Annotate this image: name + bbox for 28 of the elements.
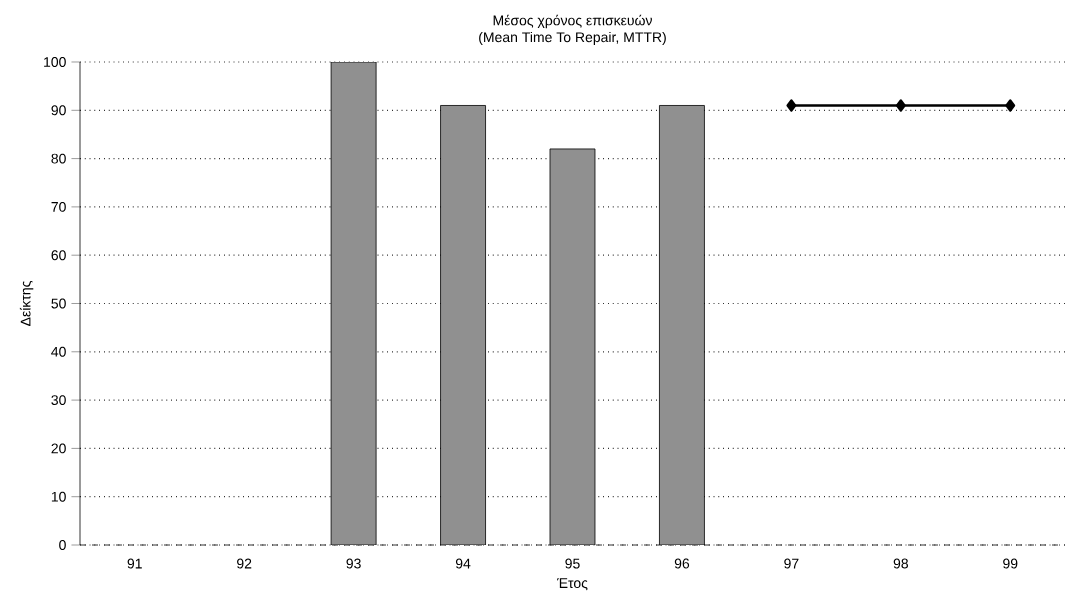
y-tick-label: 20 — [51, 443, 66, 454]
bar — [659, 105, 705, 545]
y-tick-label: 100 — [44, 57, 66, 67]
x-tick-label: 94 — [455, 558, 471, 569]
y-tick-label: 0 — [59, 540, 66, 550]
x-tick-label: 91 — [127, 558, 142, 569]
y-tick-label: 40 — [51, 346, 66, 357]
y-tick-label: 90 — [51, 105, 66, 116]
y-tick-label: 30 — [51, 395, 66, 406]
x-tick-label: 97 — [784, 558, 799, 569]
bar — [549, 148, 596, 545]
x-tick-label: 95 — [565, 558, 580, 569]
y-tick-label: 70 — [51, 201, 66, 212]
y-axis-title: Δείκτης — [19, 281, 34, 326]
chart-subtitle: (Mean Time To Repair, MTTR) — [479, 31, 666, 45]
y-tick-label: 80 — [51, 153, 66, 164]
y-tick-label: 60 — [51, 250, 66, 261]
y-tick-label: 50 — [51, 298, 66, 309]
bar — [440, 105, 486, 545]
x-tick-label: 96 — [674, 558, 690, 569]
x-tick-label: 92 — [237, 558, 252, 569]
y-tick-label: 10 — [51, 491, 66, 502]
x-tick-label: 93 — [346, 558, 361, 569]
chart-title: Μέσος χρόνος επισκευών — [493, 14, 652, 29]
x-tick-label: 98 — [893, 558, 909, 569]
bar — [330, 62, 377, 545]
x-axis-title: Έτος — [557, 578, 588, 591]
x-tick-label: 99 — [1003, 558, 1018, 569]
